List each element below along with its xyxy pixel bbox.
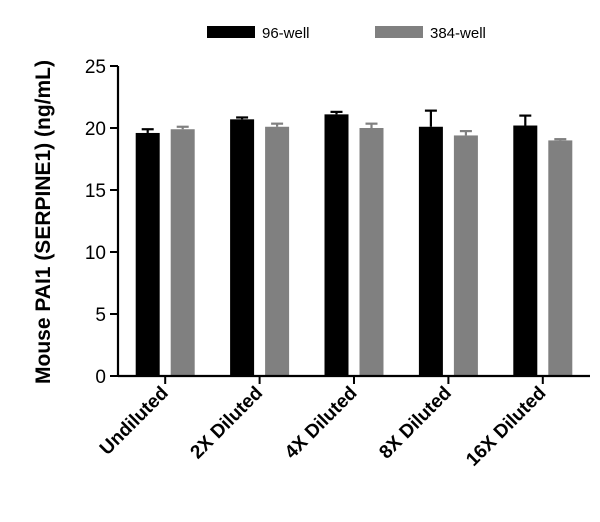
y-tick-label: 10 [85,243,106,264]
bar-96-well [513,125,538,377]
y-tick-label: 20 [85,119,106,140]
y-tick-label: 15 [85,181,106,202]
bar-96-well [135,132,160,376]
y-axis-title: Mouse PAI1 (SERPINE1) (ng/mL) [32,60,55,384]
bar-384-well [548,140,573,376]
legend-swatch-384-well [375,26,423,38]
bar-384-well [453,135,478,376]
bar-96-well [324,114,349,377]
legend-label-384-well: 384-well [430,25,486,42]
bar-96-well [230,119,255,376]
bar-384-well [359,128,384,376]
bar-96-well [418,126,443,376]
bar-384-well [170,129,195,376]
x-tick-label: Undiluted [96,383,173,460]
y-tick-label: 25 [85,57,106,78]
x-tick-label: 8X Diluted [375,383,456,464]
y-tick-label: 5 [95,305,106,326]
legend-swatch-96-well [207,26,255,38]
chart-marks: 0 5 10 15 20 25 Undiluted 2X Diluted 4X Diluted 8… [85,57,573,471]
x-tick-label: 2X Diluted [187,383,268,464]
x-tick-label: 16X Diluted [462,383,550,471]
y-tick-label: 0 [95,367,106,388]
bar-384-well [265,126,290,376]
legend: 96-well 384-well [207,25,486,42]
legend-label-96-well: 96-well [262,25,310,42]
x-tick-label: 4X Diluted [281,383,362,464]
